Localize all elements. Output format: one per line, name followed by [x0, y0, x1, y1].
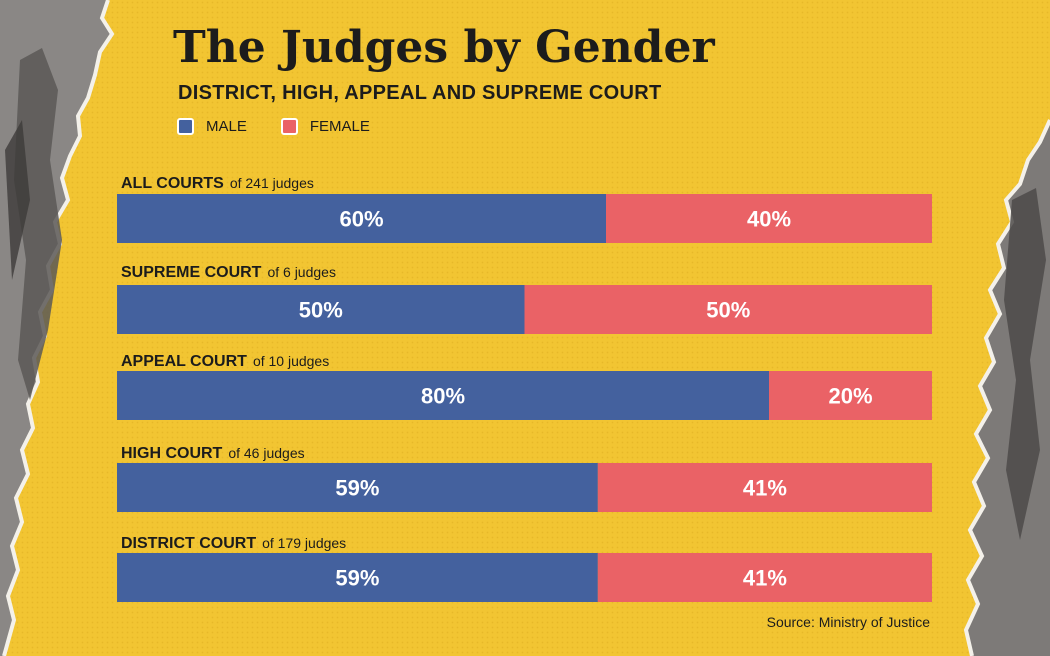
- bar-female-supreme-court: [524, 285, 932, 334]
- chart-subtitle: DISTRICT, HIGH, APPEAL AND SUPREME COURT: [178, 82, 662, 104]
- row-count-high-court: of 46 judges: [228, 445, 304, 461]
- row-title-all-courts: ALL COURTS: [121, 175, 224, 192]
- legend: MALE FEMALE: [177, 118, 404, 135]
- row-label-supreme-court: SUPREME COURT of 6 judges: [121, 264, 336, 281]
- data-label-female-supreme-court: 50%: [706, 298, 750, 323]
- bar-female-appeal-court: [769, 371, 932, 420]
- row-count-district-court: of 179 judges: [262, 535, 346, 551]
- data-label-male-all-courts: 60%: [339, 207, 383, 232]
- row-label-district-court: DISTRICT COURT of 179 judges: [121, 535, 346, 552]
- data-label-male-district-court: 59%: [335, 566, 379, 591]
- data-label-female-district-court: 41%: [743, 566, 787, 591]
- legend-swatch-male: [177, 118, 194, 135]
- bar-female-all-courts: [606, 194, 932, 243]
- row-count-appeal-court: of 10 judges: [253, 353, 329, 369]
- bar-male-appeal-court: [117, 371, 769, 420]
- row-label-all-courts: ALL COURTS of 241 judges: [121, 175, 314, 192]
- bar-female-district-court: [597, 553, 932, 602]
- bar-male-high-court: [117, 463, 598, 512]
- row-label-high-court: HIGH COURT of 46 judges: [121, 445, 305, 462]
- bar-female-high-court: [597, 463, 932, 512]
- data-label-female-high-court: 41%: [743, 476, 787, 501]
- data-label-male-high-court: 59%: [335, 476, 379, 501]
- legend-item-female: FEMALE: [280, 118, 370, 135]
- legend-swatch-female: [280, 118, 298, 135]
- bar-male-district-court: [117, 553, 598, 602]
- legend-label-male: MALE: [206, 118, 247, 135]
- data-label-female-all-courts: 40%: [747, 207, 791, 232]
- row-title-supreme-court: SUPREME COURT: [121, 264, 262, 281]
- bar-male-supreme-court: [117, 285, 525, 334]
- data-label-male-appeal-court: 80%: [421, 384, 465, 409]
- row-count-supreme-court: of 6 judges: [267, 264, 336, 280]
- row-label-appeal-court: APPEAL COURT of 10 judges: [121, 353, 329, 370]
- row-count-all-courts: of 241 judges: [230, 175, 314, 191]
- legend-label-female: FEMALE: [309, 118, 370, 135]
- row-title-high-court: HIGH COURT: [121, 445, 223, 462]
- row-title-district-court: DISTRICT COURT: [121, 535, 256, 552]
- bar-male-all-courts: [117, 194, 606, 243]
- source-note: Source: Ministry of Justice: [766, 614, 930, 630]
- legend-item-male: MALE: [177, 118, 247, 135]
- row-title-appeal-court: APPEAL COURT: [121, 353, 247, 370]
- data-label-male-supreme-court: 50%: [299, 298, 343, 323]
- data-label-female-appeal-court: 20%: [828, 384, 872, 409]
- chart-title: The Judges by Gender: [173, 22, 715, 73]
